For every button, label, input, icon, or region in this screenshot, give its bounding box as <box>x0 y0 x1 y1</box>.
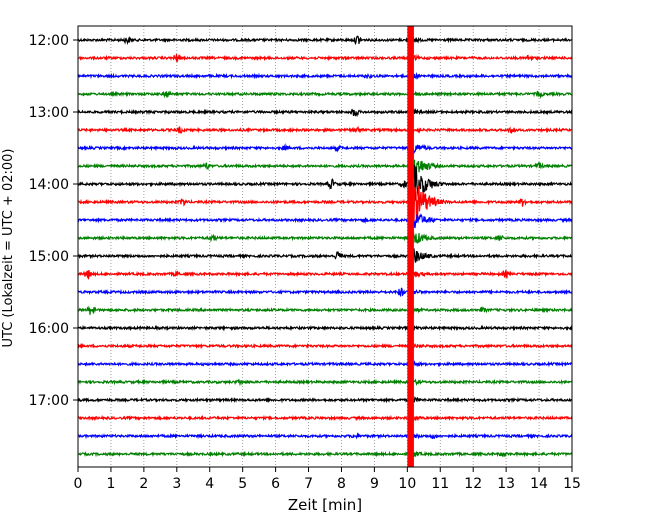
x-tick-label: 1 <box>106 476 115 492</box>
trace-16:30 <box>77 360 573 368</box>
trace-14:45 <box>77 228 573 248</box>
x-tick-label: 10 <box>398 476 416 492</box>
axes-frame <box>77 25 573 468</box>
seismogram-traces <box>77 25 573 468</box>
y-axis-label: UTC (Lokalzeit = UTC + 02:00) <box>1 149 16 348</box>
trace-12:00 <box>77 35 573 46</box>
x-tick-label: 12 <box>464 476 482 492</box>
x-tick-label: 6 <box>271 476 280 492</box>
x-tick-label: 2 <box>139 476 148 492</box>
x-tick-label: 4 <box>205 476 214 492</box>
x-tick-label: 8 <box>337 476 346 492</box>
x-tick-label: 15 <box>563 476 581 492</box>
y-tick-label: 14:00 <box>29 177 69 193</box>
plot-area <box>78 26 572 467</box>
trace-16:15 <box>77 342 573 352</box>
y-tick-label: 16:00 <box>29 321 69 337</box>
trace-16:00 <box>77 324 573 333</box>
x-tick-label: 13 <box>497 476 515 492</box>
y-axis-ticks: 12:00 13:00 14:00 15:00 16:00 17:00 <box>29 33 78 409</box>
trace-16:45 <box>77 378 573 387</box>
trace-17:45 <box>77 449 573 458</box>
trace-14:30 <box>77 204 573 234</box>
trace-17:00 <box>77 395 573 404</box>
x-tick-label: 14 <box>530 476 548 492</box>
x-tick-label: 9 <box>370 476 379 492</box>
trace-12:45 <box>77 90 573 99</box>
trace-15:30 <box>77 287 573 297</box>
trace-14:00 <box>77 164 573 210</box>
trace-13:45 <box>77 155 573 186</box>
trace-13:15 <box>77 125 573 134</box>
trace-13:00 <box>77 108 573 118</box>
y-tick-label: 17:00 <box>29 393 69 409</box>
quake-band <box>407 26 414 467</box>
trace-17:15 <box>77 413 573 422</box>
trace-15:45 <box>77 305 573 315</box>
y-tick-label: 13:00 <box>29 105 69 121</box>
trace-12:15 <box>77 53 573 63</box>
x-tick-label: 11 <box>431 476 449 492</box>
trace-12:30 <box>77 71 573 80</box>
trace-14:15 <box>77 172 573 223</box>
trace-13:30 <box>77 142 573 155</box>
x-tick-label: 3 <box>172 476 181 492</box>
y-tick-label: 15:00 <box>29 249 69 265</box>
y-tick-label: 12:00 <box>29 33 69 49</box>
x-tick-label: 0 <box>74 476 83 492</box>
trace-15:00 <box>77 247 573 266</box>
x-tick-label: 7 <box>304 476 313 492</box>
x-axis-ticks: 0 1 2 3 4 5 6 7 8 9 10 11 12 13 14 15 <box>74 467 581 492</box>
x-axis-label: Zeit [min] <box>288 496 362 514</box>
trace-15:15 <box>77 269 573 281</box>
x-tick-label: 5 <box>238 476 247 492</box>
trace-17:30 <box>77 432 573 440</box>
